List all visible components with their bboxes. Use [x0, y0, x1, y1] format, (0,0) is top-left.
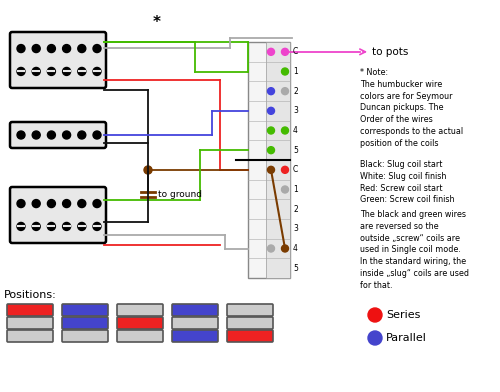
Text: to ground: to ground	[158, 190, 202, 199]
Circle shape	[93, 131, 101, 139]
Text: Series: Series	[386, 310, 420, 320]
FancyBboxPatch shape	[227, 330, 273, 342]
Circle shape	[62, 67, 70, 75]
Text: The black and green wires
are reversed so the
outside „screw“ coils are
used in : The black and green wires are reversed s…	[360, 210, 469, 290]
Text: *: *	[153, 15, 161, 29]
Circle shape	[93, 45, 101, 53]
Text: 1: 1	[293, 67, 298, 76]
Circle shape	[32, 67, 40, 75]
Text: 4: 4	[293, 126, 298, 135]
Circle shape	[32, 45, 40, 53]
Circle shape	[78, 222, 86, 230]
FancyBboxPatch shape	[10, 122, 106, 148]
Text: 2: 2	[293, 205, 298, 214]
Text: Black: Slug coil start
White: Slug coil finish
Red: Screw coil start
Green: Scre: Black: Slug coil start White: Slug coil …	[360, 160, 454, 204]
Text: 1: 1	[293, 185, 298, 194]
Circle shape	[268, 48, 274, 55]
Circle shape	[62, 222, 70, 230]
Circle shape	[93, 222, 101, 230]
Circle shape	[17, 67, 25, 75]
Circle shape	[62, 200, 70, 207]
Text: 5: 5	[293, 146, 298, 155]
Text: 3: 3	[293, 224, 298, 233]
Circle shape	[282, 88, 288, 94]
Circle shape	[48, 131, 56, 139]
Bar	[266, 42, 290, 278]
Text: 3: 3	[293, 106, 298, 115]
FancyBboxPatch shape	[7, 304, 53, 316]
Text: C: C	[293, 47, 298, 56]
Circle shape	[268, 245, 274, 252]
FancyBboxPatch shape	[172, 304, 218, 316]
FancyBboxPatch shape	[117, 304, 163, 316]
FancyBboxPatch shape	[10, 187, 106, 243]
FancyBboxPatch shape	[227, 317, 273, 329]
Circle shape	[48, 67, 56, 75]
Circle shape	[282, 127, 288, 134]
Circle shape	[368, 331, 382, 345]
Bar	[248, 42, 290, 278]
FancyBboxPatch shape	[62, 304, 108, 316]
Circle shape	[32, 222, 40, 230]
Text: 2: 2	[293, 87, 298, 96]
FancyBboxPatch shape	[172, 317, 218, 329]
FancyBboxPatch shape	[117, 317, 163, 329]
Circle shape	[268, 127, 274, 134]
FancyBboxPatch shape	[117, 330, 163, 342]
Circle shape	[93, 200, 101, 207]
Circle shape	[62, 45, 70, 53]
Circle shape	[62, 131, 70, 139]
Circle shape	[268, 107, 274, 114]
Text: 4: 4	[293, 244, 298, 253]
Circle shape	[17, 45, 25, 53]
Circle shape	[48, 45, 56, 53]
Circle shape	[78, 67, 86, 75]
Circle shape	[268, 166, 274, 173]
Circle shape	[48, 200, 56, 207]
Circle shape	[93, 67, 101, 75]
FancyBboxPatch shape	[62, 330, 108, 342]
Circle shape	[32, 131, 40, 139]
Text: 5: 5	[293, 264, 298, 273]
Circle shape	[32, 200, 40, 207]
Circle shape	[368, 308, 382, 322]
Circle shape	[282, 48, 288, 55]
FancyBboxPatch shape	[172, 330, 218, 342]
Circle shape	[268, 147, 274, 154]
FancyBboxPatch shape	[227, 304, 273, 316]
Circle shape	[48, 222, 56, 230]
FancyBboxPatch shape	[7, 330, 53, 342]
Circle shape	[282, 186, 288, 193]
Text: Parallel: Parallel	[386, 333, 427, 343]
Circle shape	[282, 68, 288, 75]
Circle shape	[17, 131, 25, 139]
Circle shape	[17, 200, 25, 207]
FancyBboxPatch shape	[7, 317, 53, 329]
Circle shape	[17, 222, 25, 230]
Text: Positions:: Positions:	[4, 290, 57, 300]
Circle shape	[78, 200, 86, 207]
Circle shape	[282, 245, 288, 252]
Circle shape	[78, 45, 86, 53]
Text: * Note:
The humbucker wire
colors are for Seymour
Duncan pickups. The
Order of t: * Note: The humbucker wire colors are fo…	[360, 68, 463, 148]
Text: C: C	[293, 165, 298, 174]
FancyBboxPatch shape	[10, 32, 106, 88]
FancyBboxPatch shape	[62, 317, 108, 329]
Circle shape	[268, 88, 274, 94]
Text: to pots: to pots	[372, 47, 408, 57]
Circle shape	[282, 166, 288, 173]
Circle shape	[144, 166, 152, 174]
Circle shape	[78, 131, 86, 139]
